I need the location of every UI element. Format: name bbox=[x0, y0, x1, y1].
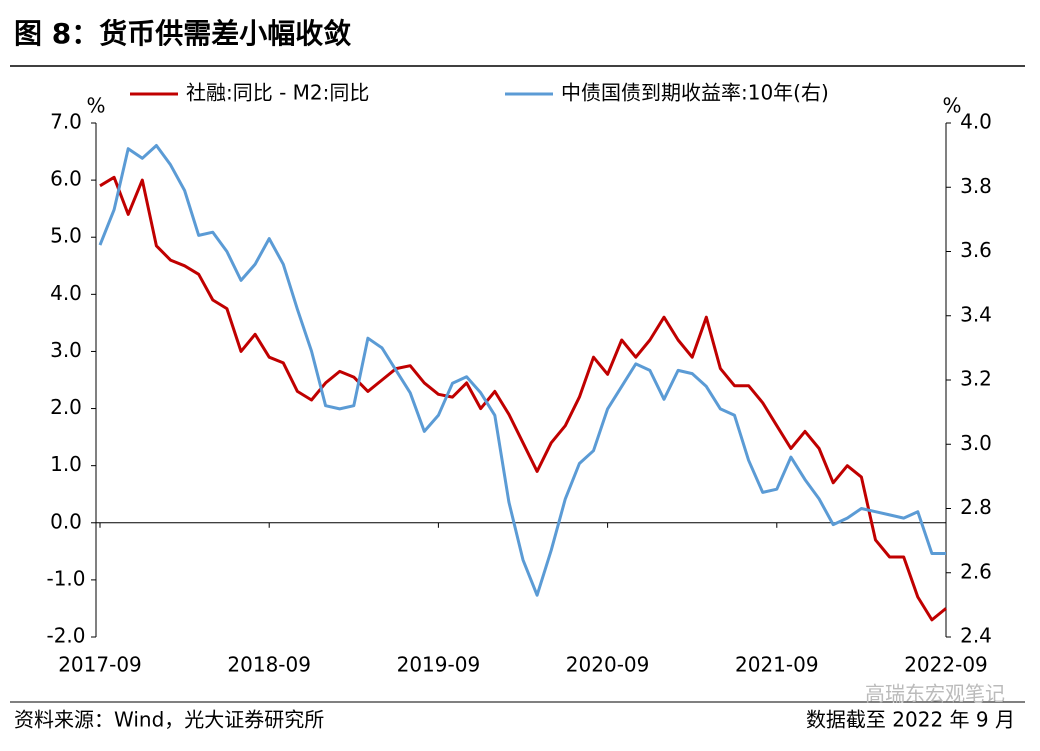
legend-label: 社融:同比 - M2:同比 bbox=[186, 81, 369, 105]
y-tick-label: 7.0 bbox=[50, 110, 82, 134]
y-tick-label: 4.0 bbox=[50, 281, 82, 305]
y2-unit: % bbox=[942, 94, 961, 118]
x-tick-label: 2017-09 bbox=[58, 653, 142, 677]
y-tick-label: -2.0 bbox=[46, 624, 85, 648]
note: 数据截至 2022 年 9 月 bbox=[806, 708, 1015, 732]
y-tick-label: 2.0 bbox=[50, 395, 82, 419]
y-tick-label: 6.0 bbox=[50, 167, 82, 191]
y2-tick-label: 3.2 bbox=[960, 367, 992, 391]
watermark: 高瑞东宏观笔记 bbox=[865, 682, 1005, 706]
x-tick-label: 2020-09 bbox=[566, 653, 650, 677]
legend-label: 中债国债到期收益率:10年(右) bbox=[561, 81, 829, 105]
y2-tick-label: 3.6 bbox=[960, 238, 992, 262]
y-tick-label: -1.0 bbox=[46, 566, 85, 590]
y2-tick-label: 3.0 bbox=[960, 431, 992, 455]
chart-title: 图 8：货币供需差小幅收敛 bbox=[14, 17, 351, 50]
y-tick-label: 5.0 bbox=[50, 224, 82, 248]
x-tick-label: 2019-09 bbox=[397, 653, 481, 677]
y-tick-label: 1.0 bbox=[50, 452, 82, 476]
y2-tick-label: 4.0 bbox=[960, 110, 992, 134]
source: 资料来源：Wind，光大证券研究所 bbox=[14, 708, 324, 732]
y-unit: % bbox=[86, 94, 105, 118]
x-tick-label: 2018-09 bbox=[227, 653, 311, 677]
y-tick-label: 0.0 bbox=[50, 509, 82, 533]
series-line bbox=[99, 175, 947, 622]
x-tick-label: 2022-09 bbox=[904, 653, 988, 677]
x-tick-label: 2021-09 bbox=[735, 653, 819, 677]
y2-tick-label: 2.6 bbox=[960, 559, 992, 583]
y2-tick-label: 2.4 bbox=[960, 624, 992, 648]
y2-tick-label: 2.8 bbox=[960, 495, 992, 519]
series-line bbox=[98, 144, 946, 597]
y2-tick-label: 3.8 bbox=[960, 174, 992, 198]
y2-tick-label: 3.4 bbox=[960, 302, 992, 326]
y-tick-label: 3.0 bbox=[50, 338, 82, 362]
